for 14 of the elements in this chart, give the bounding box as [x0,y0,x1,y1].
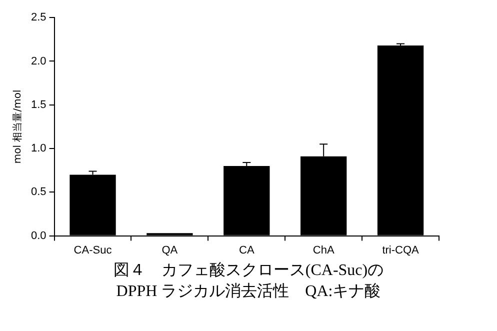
y-axis-title: mol 相当量/mol [12,90,24,164]
y-tick-label: 1.0 [30,142,46,155]
x-tick-label: CA [239,244,255,256]
y-tick-label: 2.5 [30,12,46,24]
y-tick-label: 0.0 [30,230,46,242]
x-tick-label: tri-CQA [382,244,420,256]
y-tick-label: 0.5 [30,186,46,198]
x-tick-label: ChA [312,244,335,256]
text: DPPH ラジカル消去活性 QA:キナ酸 [115,282,382,302]
x-tick-label: CA-Suc [74,244,112,256]
text: 図４ カフェ酸スクロース(CA-Suc)の [112,261,385,281]
y-tick-label: 2.0 [30,55,46,68]
y-tick-label: 1.5 [30,98,46,111]
x-tick-label: QA [162,244,178,256]
